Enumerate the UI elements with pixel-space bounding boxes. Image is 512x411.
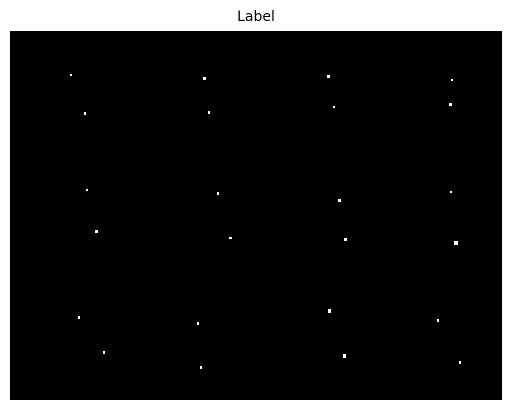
dot — [437, 319, 439, 322]
dot — [338, 199, 341, 202]
dot — [459, 361, 461, 364]
dot — [208, 111, 210, 114]
dot — [450, 191, 452, 193]
dot — [327, 75, 330, 78]
dot — [84, 112, 86, 115]
dot — [200, 366, 202, 369]
image-title: Label — [237, 9, 275, 25]
dot — [449, 103, 452, 106]
dot — [333, 106, 335, 108]
dot — [229, 237, 232, 239]
dot — [70, 74, 72, 76]
image-area — [10, 31, 502, 400]
dot — [451, 79, 453, 81]
dot — [217, 192, 219, 195]
dot — [78, 316, 80, 319]
label-dots — [70, 74, 461, 369]
dot — [86, 189, 88, 191]
dot — [95, 230, 98, 233]
dot — [344, 238, 347, 241]
dot — [203, 77, 206, 80]
dot — [328, 309, 331, 313]
dot — [197, 322, 199, 325]
dot — [454, 241, 458, 245]
dot — [343, 354, 346, 358]
dot — [103, 351, 105, 354]
